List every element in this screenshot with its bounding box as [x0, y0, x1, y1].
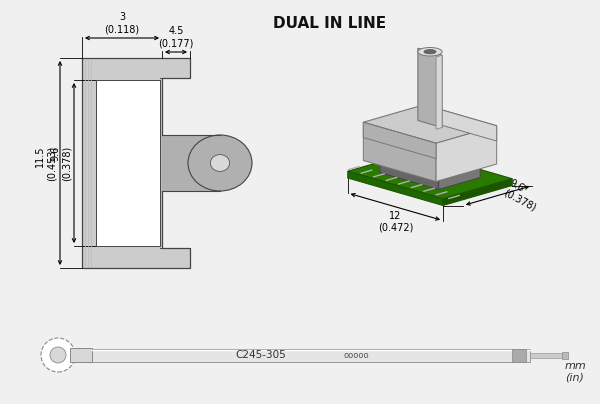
- Polygon shape: [348, 151, 512, 199]
- Polygon shape: [418, 48, 442, 128]
- Polygon shape: [364, 122, 436, 181]
- Polygon shape: [96, 80, 160, 246]
- Circle shape: [50, 347, 66, 363]
- Polygon shape: [364, 122, 436, 158]
- Polygon shape: [82, 58, 190, 268]
- Ellipse shape: [424, 50, 436, 54]
- Circle shape: [41, 338, 75, 372]
- Text: 3
(0.118): 3 (0.118): [104, 13, 140, 34]
- Polygon shape: [436, 55, 442, 129]
- FancyBboxPatch shape: [530, 353, 562, 358]
- Text: DUAL IN LINE: DUAL IN LINE: [274, 16, 386, 31]
- Text: 9.6
(0.378): 9.6 (0.378): [50, 145, 72, 181]
- Polygon shape: [364, 105, 497, 143]
- FancyBboxPatch shape: [512, 349, 526, 362]
- FancyBboxPatch shape: [92, 349, 530, 362]
- FancyBboxPatch shape: [562, 351, 568, 358]
- Polygon shape: [424, 105, 497, 141]
- Polygon shape: [436, 126, 497, 181]
- Text: mm
(in): mm (in): [564, 362, 586, 383]
- Ellipse shape: [211, 155, 230, 171]
- FancyBboxPatch shape: [70, 348, 92, 362]
- Ellipse shape: [418, 48, 442, 56]
- Polygon shape: [162, 135, 220, 191]
- Text: 11.5
(0.453): 11.5 (0.453): [35, 145, 57, 181]
- Text: 4.5
(0.177): 4.5 (0.177): [158, 26, 194, 48]
- Polygon shape: [439, 165, 480, 189]
- Text: 12
(0.472): 12 (0.472): [377, 211, 413, 232]
- Polygon shape: [380, 160, 439, 189]
- Ellipse shape: [188, 135, 252, 191]
- Polygon shape: [443, 179, 512, 206]
- Text: ooooo: ooooo: [343, 351, 369, 360]
- Polygon shape: [380, 148, 480, 177]
- Polygon shape: [348, 171, 443, 206]
- Text: C245-305: C245-305: [236, 350, 287, 360]
- Text: 9.6
(0.378): 9.6 (0.378): [502, 178, 543, 213]
